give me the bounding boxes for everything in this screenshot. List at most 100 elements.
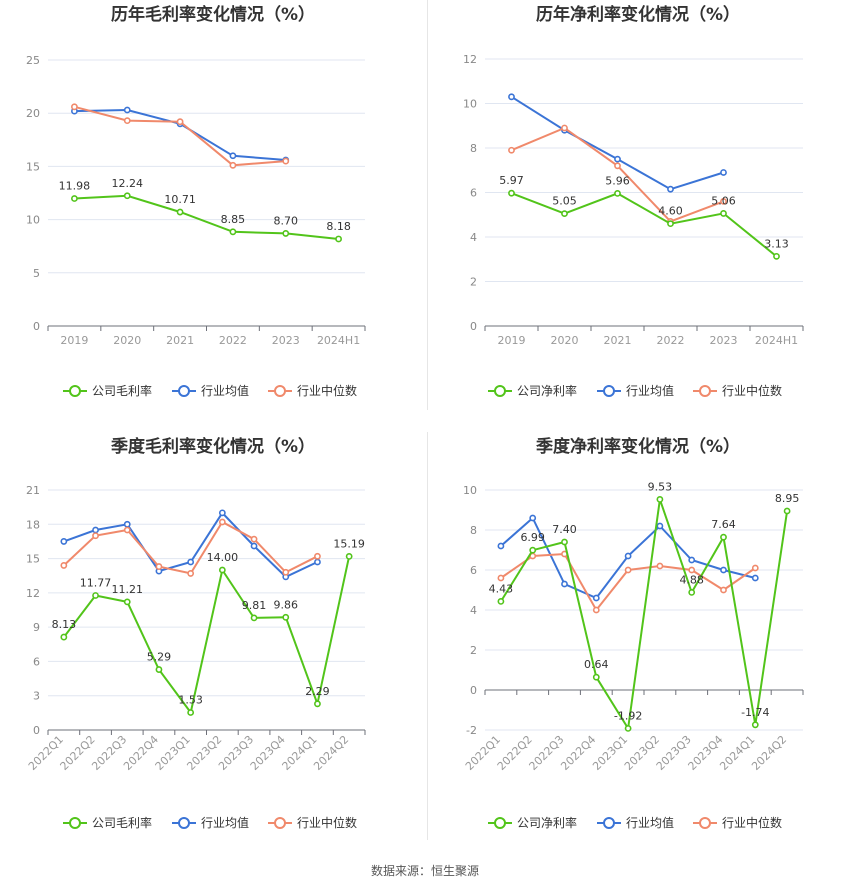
data-point-avg [60, 538, 68, 545]
data-label: 8.70 [274, 214, 299, 227]
data-point-company [250, 614, 258, 622]
data-label: 9.86 [274, 598, 299, 611]
x-tick-label: 2024H1 [317, 334, 360, 347]
data-point-avg [592, 594, 600, 602]
data-point-avg [688, 556, 696, 564]
data-point-median [720, 586, 727, 594]
data-point-avg [187, 558, 195, 566]
legend-marker [274, 817, 286, 829]
data-point-avg [667, 185, 674, 193]
y-tick-label: -2 [466, 724, 477, 737]
data-label: 1.53 [178, 694, 203, 707]
data-label: 9.81 [242, 599, 267, 612]
data-point-company [614, 189, 621, 197]
data-point-avg [720, 566, 727, 574]
series-line-company [74, 194, 339, 240]
x-tick-label: 2020 [113, 334, 141, 347]
quarterly-net-margin-chart: 季度净利率变化情况（%） -2 0 2 4 6 8 10 2022Q1 2022Q2 2022Q3 2… [425, 432, 850, 864]
chart-title: 历年毛利率变化情况（%） [111, 4, 315, 25]
data-label: 14.00 [207, 551, 239, 564]
y-tick-label: 4 [470, 604, 477, 617]
y-tick-label: 8 [470, 524, 477, 537]
series-line-company [500, 499, 789, 732]
data-point-company [751, 721, 759, 729]
y-tick-label: 25 [26, 54, 40, 67]
data-label: 2.29 [305, 685, 330, 698]
data-point-avg [250, 542, 258, 550]
data-label: 5.05 [552, 195, 577, 208]
chart-canvas: 季度净利率变化情况（%）-202468102022Q12022Q22022Q32… [463, 436, 804, 830]
data-point-median [123, 117, 131, 125]
data-label: 11.77 [80, 576, 112, 589]
y-tick-label: 12 [26, 587, 40, 600]
chart-canvas: 历年毛利率变化情况（%） 0 5 10 15 20 25 2019 2020 2021 2022 20… [26, 4, 366, 398]
y-tick-label: 15 [26, 553, 40, 566]
data-label: 15.19 [333, 537, 365, 550]
legend-marker [69, 385, 81, 397]
data-point-median [656, 562, 664, 570]
y-tick-label: 20 [26, 107, 40, 120]
series-line-avg [74, 108, 286, 161]
x-tick-label: 2024Q2 [311, 733, 351, 773]
data-point-median [751, 564, 759, 572]
x-tick-label: 2024H1 [755, 334, 798, 347]
y-tick-label: 15 [26, 160, 40, 173]
legend-marker [699, 817, 711, 829]
data-point-company [282, 230, 290, 237]
legend-label: 行业中位数 [297, 815, 357, 830]
data-point-company [176, 208, 184, 216]
data-label: 8.95 [775, 492, 800, 505]
legend-label: 行业均值 [626, 815, 674, 830]
chart-canvas: 历年净利率变化情况（%） 0 2 4 6 8 10 12 2019 2020 2021 2022 202… [463, 4, 804, 398]
legend-marker [274, 385, 286, 397]
x-tick-label: 2019 [60, 334, 88, 347]
legend-marker [603, 385, 615, 397]
data-point-company [229, 228, 237, 236]
y-tick-label: 0 [470, 684, 477, 697]
data-point-median [71, 103, 78, 111]
data-point-company [720, 210, 727, 217]
legend-label: 公司净利率 [517, 383, 577, 398]
data-point-avg [529, 514, 537, 522]
chart-canvas: 季度毛利率变化情况（%）0369121518212022Q12022Q22022… [26, 436, 366, 830]
y-tick-label: 9 [33, 621, 40, 634]
y-tick-label: 0 [470, 320, 477, 333]
data-label: 8.18 [326, 220, 351, 233]
data-label: 8.85 [221, 213, 246, 226]
data-point-median [497, 574, 505, 582]
data-point-company [123, 598, 131, 606]
series-line-avg [63, 511, 318, 579]
series-line-company [63, 556, 351, 715]
x-tick-label: 2022 [657, 334, 685, 347]
data-point-median [592, 606, 600, 614]
data-point-median [624, 566, 632, 574]
data-point-company [71, 195, 78, 202]
annual-gross-margin-chart: 历年毛利率变化情况（%） 0 5 10 15 20 25 2019 2020 2021 2022 20… [0, 0, 425, 432]
y-tick-label: 10 [463, 484, 477, 497]
data-point-avg [614, 155, 621, 163]
chart-title: 季度毛利率变化情况（%） [111, 436, 315, 457]
y-tick-label: 12 [463, 53, 477, 66]
legend-label: 公司毛利率 [92, 383, 152, 398]
x-tick-label: 2020 [551, 334, 579, 347]
data-point-company [92, 592, 99, 599]
data-label: -1.74 [741, 706, 769, 719]
x-tick-label: 2023 [272, 334, 300, 347]
data-point-avg [497, 542, 505, 550]
data-label: 12.24 [112, 177, 144, 190]
y-tick-label: 2 [470, 644, 477, 657]
y-tick-label: 5 [33, 267, 40, 280]
data-point-avg [624, 552, 632, 560]
data-point-avg [561, 580, 568, 588]
data-label: 5.96 [605, 174, 630, 187]
data-source-note: 数据来源：恒生聚源 [370, 864, 479, 878]
data-label: 11.98 [59, 180, 91, 193]
data-point-company [561, 538, 568, 546]
data-point-avg [123, 520, 131, 528]
data-label: 9.53 [648, 480, 673, 493]
data-point-company [561, 210, 568, 218]
panel-divider [427, 432, 428, 840]
y-tick-label: 18 [26, 518, 40, 531]
legend-label: 行业中位数 [722, 383, 782, 398]
x-tick-label: 2021 [166, 334, 194, 347]
